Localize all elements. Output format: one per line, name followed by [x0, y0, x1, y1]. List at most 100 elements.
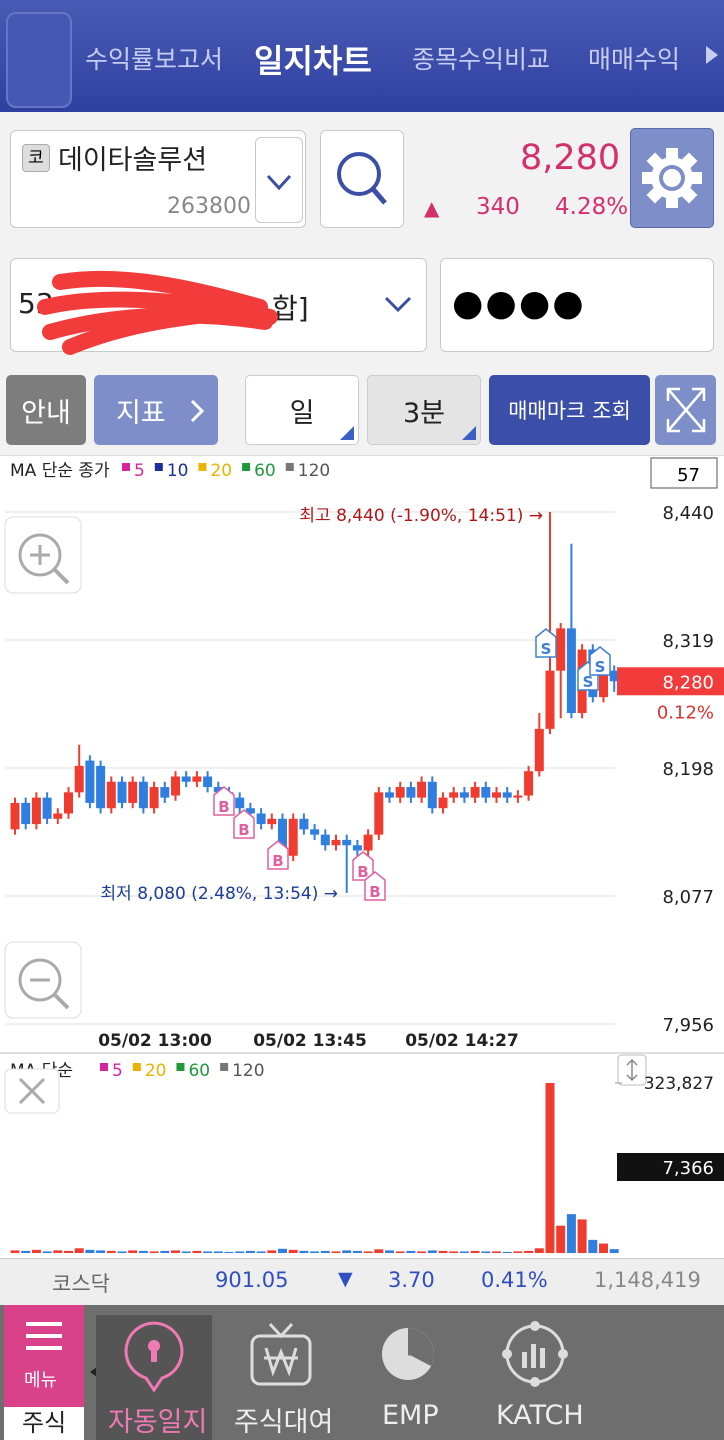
volume-bar: [417, 1251, 427, 1253]
back-button[interactable]: [6, 12, 72, 108]
expand-button[interactable]: [655, 375, 716, 445]
dropdown[interactable]: [255, 137, 303, 223]
volume-bar: [245, 1250, 255, 1253]
current-price: 8,280: [662, 672, 714, 693]
nav-icon: [124, 1321, 184, 1393]
search-icon: [337, 152, 387, 205]
volume-bar: [331, 1251, 341, 1253]
password-field[interactable]: [440, 258, 714, 352]
stock-code: 263800: [167, 194, 251, 219]
volume-bar: [203, 1251, 213, 1253]
candle-body: [42, 797, 52, 819]
volume-bar: [363, 1251, 373, 1253]
zoom-icon: [52, 567, 70, 585]
volume-bar: [42, 1251, 52, 1253]
candle-body: [245, 808, 255, 814]
interval-select[interactable]: 3분: [367, 375, 481, 445]
change-arrow: ▲: [424, 196, 440, 220]
settings-button[interactable]: [630, 128, 714, 228]
candle-body: [459, 792, 469, 798]
current-change: 0.12%: [657, 702, 714, 723]
volume-bar: [74, 1248, 84, 1253]
volume-bar: [609, 1249, 619, 1253]
nav-item-active[interactable]: [96, 1315, 212, 1440]
nav-label[interactable]: KATCH: [496, 1400, 584, 1431]
volume-bar: [599, 1243, 608, 1253]
current-price-box: [617, 667, 724, 696]
tab[interactable]: 수익률보고서: [85, 45, 224, 74]
trade-mark: S: [595, 658, 606, 676]
candle-body: [406, 787, 416, 798]
candle-body: [288, 818, 298, 856]
x-tick-label: 05/02 14:27: [405, 1031, 519, 1051]
corner: [340, 426, 354, 440]
y-tick-label: 8,440: [662, 503, 714, 524]
nav-icon: [382, 1328, 434, 1380]
candle-body: [74, 765, 84, 793]
indicator-button[interactable]: 지표: [94, 375, 218, 445]
candle-body: [278, 818, 287, 856]
candle-body: [53, 813, 63, 819]
tab-active[interactable]: 일지차트: [254, 42, 372, 80]
guide-button[interactable]: 안내: [6, 375, 86, 445]
volume-bar: [288, 1249, 298, 1253]
trade-mark-shape: [233, 809, 255, 839]
volume-bar: [31, 1249, 41, 1253]
legend-label: 120: [232, 1061, 264, 1081]
volume-bar: [267, 1250, 277, 1253]
nav-label[interactable]: EMP: [382, 1400, 439, 1431]
chart-area: 8,440 8,319 8,198 8,077 7,956 MA 단순 종가 5 10 20 60…: [0, 455, 724, 1253]
legend-label: 5: [134, 461, 145, 481]
legend-label: 20: [210, 461, 232, 481]
candle-body: [64, 792, 73, 814]
y-tick-label: 8,319: [662, 631, 714, 652]
candle-body: [256, 813, 266, 825]
volume-bar: [53, 1250, 63, 1253]
candle-body: [599, 670, 608, 698]
index-name: 코스닥: [52, 1272, 110, 1296]
volume-bar: [449, 1251, 459, 1253]
trade-mark-button[interactable]: 매매마크 조회: [489, 375, 650, 445]
candle-body: [213, 787, 223, 793]
section-tab[interactable]: [4, 1407, 84, 1440]
tab[interactable]: 매매수익: [588, 45, 681, 74]
candle-body: [331, 839, 341, 846]
volume-bar: [470, 1250, 480, 1253]
candle-body: [96, 765, 106, 809]
trade-mark: B: [238, 821, 249, 839]
arrow: [190, 399, 205, 423]
period-select[interactable]: 일: [245, 375, 359, 445]
volume-bar: [85, 1249, 95, 1253]
volume-bar: [513, 1251, 523, 1253]
candle-body: [481, 787, 491, 798]
nav-label[interactable]: 주식대여: [234, 1407, 334, 1438]
tab[interactable]: 종목수익비교: [412, 45, 551, 74]
candle-body: [181, 776, 191, 782]
search-button[interactable]: [320, 130, 404, 228]
candle-body: [85, 760, 95, 803]
candle-body: [395, 787, 405, 798]
index-arrow: ▼: [338, 1268, 353, 1290]
menu-icon: [26, 1322, 62, 1350]
y-tick-label: 8,198: [662, 759, 714, 780]
y-tick-label: 323,827: [644, 1074, 714, 1094]
legend-swatch: [100, 1063, 108, 1071]
count: 57: [677, 465, 700, 486]
close-icon: [18, 1077, 46, 1105]
zoom-icon: [52, 992, 70, 1010]
volume-bar: [224, 1251, 234, 1253]
volume-bar: [320, 1250, 330, 1253]
volume-bar: [406, 1250, 416, 1253]
candle-body: [235, 797, 245, 809]
volume-bar: [566, 1214, 576, 1253]
candle-body: [299, 818, 309, 830]
section-label: 주식: [22, 1409, 67, 1437]
candle-body: [609, 670, 619, 682]
candle-body: [449, 792, 459, 798]
volume-bar: [138, 1250, 148, 1253]
volume-bar: [278, 1248, 287, 1253]
volume-bar: [545, 1083, 555, 1253]
legend-swatch: [132, 1063, 141, 1071]
